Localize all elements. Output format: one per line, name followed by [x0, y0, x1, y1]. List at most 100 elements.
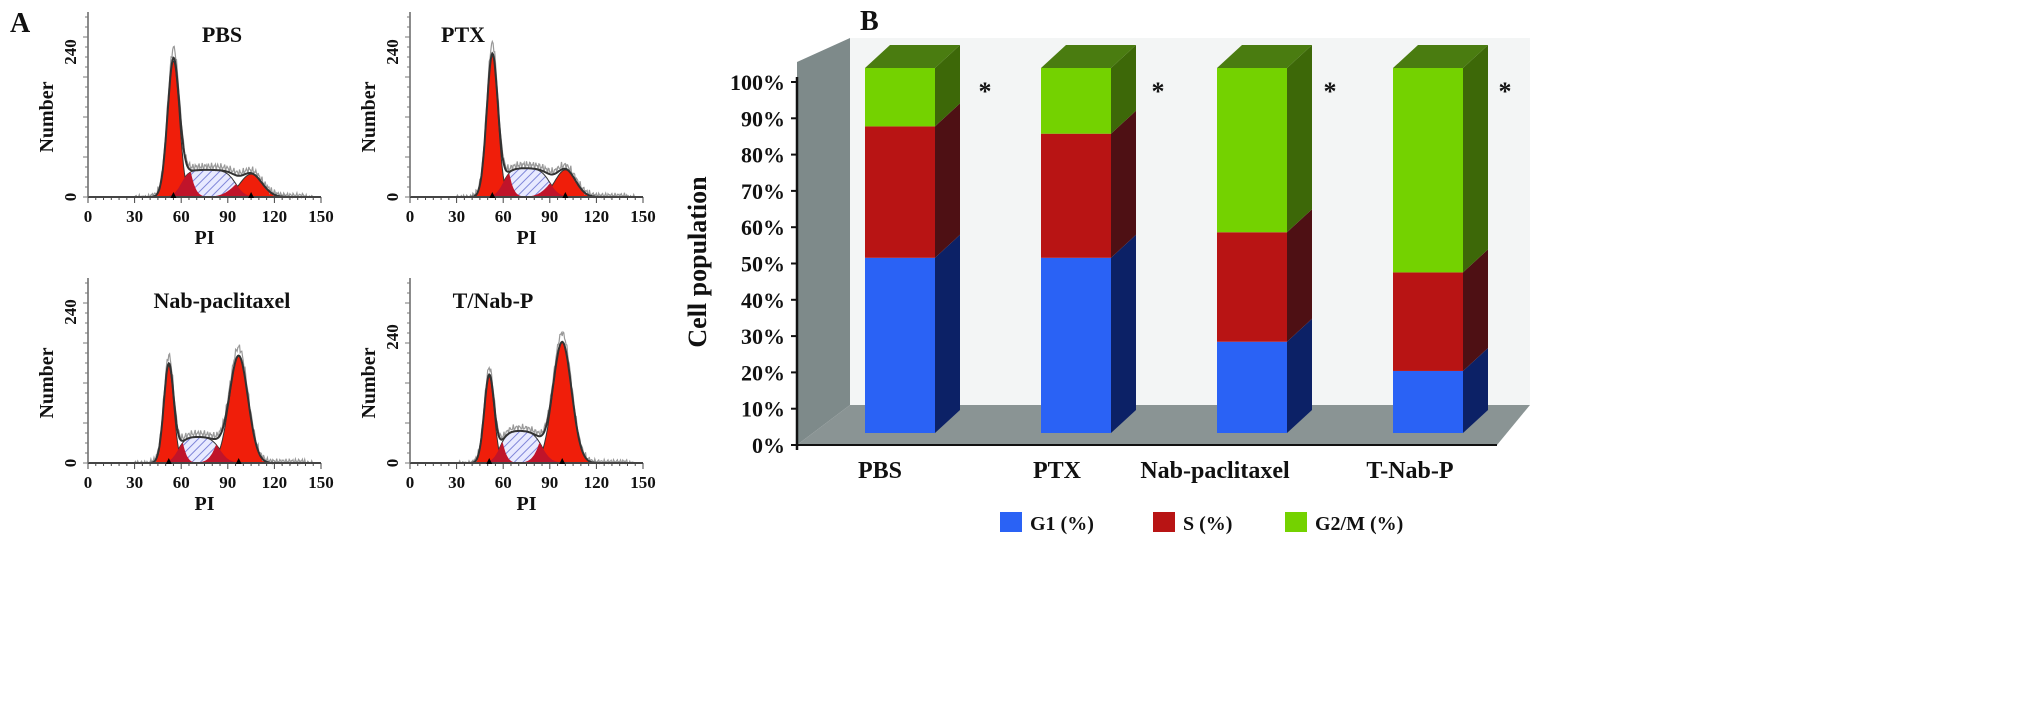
- category-label: PTX: [1033, 458, 1082, 484]
- x-axis-label: PI: [195, 493, 215, 515]
- y-tick-label: 50%: [741, 252, 785, 277]
- bar-segment-g2m: [1393, 68, 1463, 273]
- x-tick-label: 30: [448, 207, 465, 226]
- bar-segment-s: [1041, 133, 1111, 258]
- peak-marker: [486, 458, 493, 464]
- y-tick-label: 0: [383, 459, 402, 468]
- bar-segment-side: [1111, 45, 1136, 134]
- bar-top: [1393, 45, 1488, 68]
- x-tick-label: 90: [541, 207, 558, 226]
- x-tick-label: 90: [219, 473, 236, 492]
- x-tick-label: 0: [406, 207, 415, 226]
- x-tick-label: 0: [84, 473, 93, 492]
- bar-segment-s: [865, 126, 935, 258]
- overlap-area: [456, 442, 628, 463]
- peak-marker: [562, 192, 569, 198]
- overlap-area: [134, 172, 306, 197]
- bar-segment-g1: [1393, 370, 1463, 433]
- y-tick-label: 240: [61, 299, 80, 325]
- category-label: PBS: [858, 458, 902, 484]
- bar-segment-side: [1463, 347, 1488, 433]
- x-tick-label: 150: [308, 207, 334, 226]
- x-tick-label: 30: [126, 473, 143, 492]
- legend-swatch: [1285, 512, 1307, 532]
- significance-asterisk: *: [1324, 77, 1337, 106]
- histogram-3: [405, 278, 644, 469]
- significance-asterisk: *: [1499, 77, 1512, 106]
- y-tick-label: 0%: [752, 433, 785, 458]
- peak-marker: [559, 458, 566, 464]
- bar-pbs: [865, 45, 960, 433]
- y-tick-label: 240: [383, 324, 402, 350]
- floor: [797, 405, 1530, 445]
- y-tick-label: 70%: [741, 179, 785, 204]
- x-tick-label: 120: [584, 473, 610, 492]
- bar-segment-side: [935, 103, 960, 258]
- y-tick-label: 10%: [741, 397, 785, 422]
- category-label: Nab-paclitaxel: [1140, 458, 1290, 484]
- bar-segment-side: [1463, 45, 1488, 273]
- x-axis-label: PI: [517, 227, 537, 249]
- peak-marker: [248, 192, 255, 198]
- x-tick-label: 60: [173, 207, 190, 226]
- x-tick-label: 60: [173, 473, 190, 492]
- bar-top: [1217, 45, 1312, 68]
- bar-segment-s: [1393, 272, 1463, 371]
- x-tick-label: 0: [406, 473, 415, 492]
- panel-label-a: A: [10, 8, 31, 39]
- x-tick-label: 0: [84, 207, 93, 226]
- legend-swatch: [1000, 512, 1022, 532]
- x-tick-label: 150: [308, 473, 334, 492]
- x-tick-label: 120: [262, 473, 288, 492]
- histogram-title: T/Nab-P: [453, 288, 534, 313]
- y-tick-label: 0: [383, 193, 402, 202]
- bar-nab-paclitaxel: [1217, 45, 1312, 433]
- x-tick-label: 150: [630, 207, 656, 226]
- bar-segment-g1: [865, 257, 935, 433]
- bar-segment-g2m: [1041, 68, 1111, 134]
- bar-segment-side: [935, 45, 960, 127]
- histogram-title: PTX: [441, 22, 485, 47]
- bar-segment-side: [1287, 45, 1312, 233]
- x-tick-label: 30: [126, 207, 143, 226]
- x-axis-label: PI: [517, 493, 537, 515]
- y-tick-label: 20%: [741, 360, 785, 385]
- peak-marker: [165, 458, 172, 464]
- y-axis-label: Number: [36, 347, 58, 418]
- legend-label: G2/M (%): [1315, 513, 1403, 535]
- bar-segment-side: [1287, 318, 1312, 433]
- x-tick-label: 120: [262, 207, 288, 226]
- left-wall: [797, 38, 850, 445]
- y-tick-label: 240: [61, 39, 80, 65]
- legend-label: S (%): [1183, 513, 1232, 535]
- bar-segment-g1: [1217, 341, 1287, 433]
- histogram-title: Nab-paclitaxel: [154, 288, 291, 313]
- bar-segment-side: [1463, 249, 1488, 371]
- bar-segment-side: [1111, 110, 1136, 258]
- y-tick-label: 0: [61, 459, 80, 468]
- y-axis-label: Number: [358, 81, 380, 152]
- y-tick-label: 60%: [741, 215, 785, 240]
- y-tick-label: 30%: [741, 324, 785, 349]
- x-tick-label: 30: [448, 473, 465, 492]
- legend-swatch: [1153, 512, 1175, 532]
- x-tick-label: 60: [495, 207, 512, 226]
- bar-segment-side: [1111, 234, 1136, 433]
- significance-asterisk: *: [1152, 77, 1165, 106]
- legend-label: G1 (%): [1030, 513, 1094, 535]
- bar-segment-g2m: [1217, 68, 1287, 233]
- panel-label-b: B: [860, 6, 879, 37]
- bar-segment-side: [1287, 209, 1312, 342]
- back-wall: [850, 38, 1530, 405]
- y-tick-label: 100%: [730, 70, 785, 95]
- category-label: T-Nab-P: [1366, 458, 1453, 484]
- bar-segment-g1: [1041, 257, 1111, 433]
- x-tick-label: 150: [630, 473, 656, 492]
- bar-segment-side: [935, 234, 960, 433]
- histogram-2: [83, 278, 322, 469]
- y-tick-label: 90%: [741, 106, 785, 131]
- histogram-title: PBS: [202, 22, 242, 47]
- y-axis-label: Number: [358, 347, 380, 418]
- peak-marker: [235, 458, 242, 464]
